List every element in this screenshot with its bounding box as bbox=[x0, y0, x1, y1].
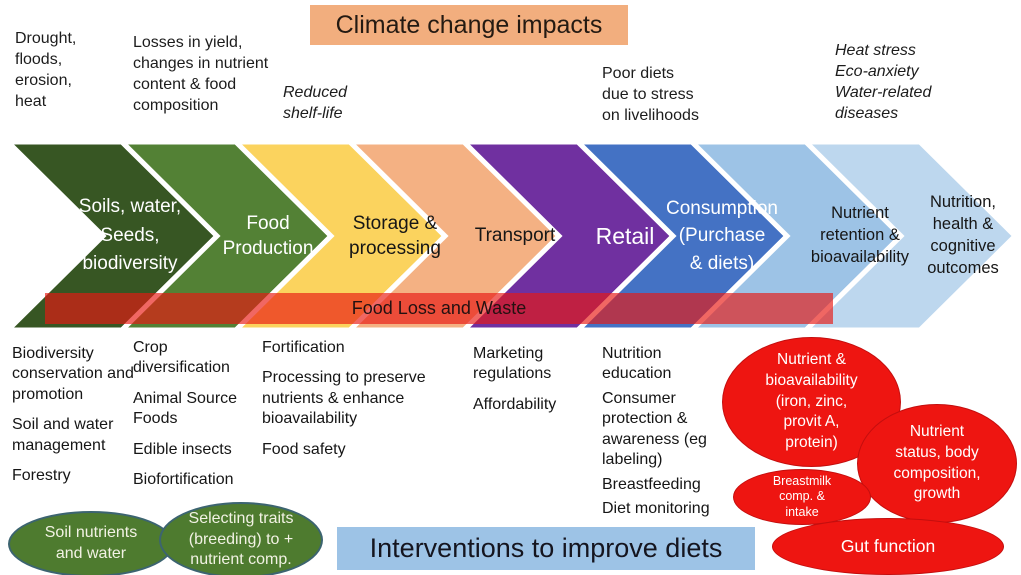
intervention-item: Animal Source Foods bbox=[133, 389, 238, 428]
red-ellipse-breastmilk: Breastmilk comp. & intake bbox=[733, 469, 871, 525]
intervention-item: Forestry bbox=[12, 467, 71, 485]
interventions-column-processing: Fortification Processing to preserve nut… bbox=[262, 338, 434, 470]
impact-note-shelf-life: Reduced shelf-life bbox=[283, 84, 348, 123]
impact-note-poor-diets: Poor diets due to stress on livelihoods bbox=[602, 65, 699, 125]
intervention-item: Food safety bbox=[262, 440, 346, 458]
supply-chain-band bbox=[2, 140, 1019, 332]
red-ellipse-nutrient-status: Nutrient status, body composition, growt… bbox=[857, 404, 1017, 523]
stage-label-soils: Soils, water, Seeds, biodiversity bbox=[78, 196, 182, 275]
intervention-item: Consumer protection & awareness (eg labe… bbox=[602, 389, 707, 469]
intervention-item: Breastfeeding bbox=[602, 475, 701, 493]
intervention-item: Nutrition education bbox=[602, 345, 672, 383]
intervention-item: Processing to preserve nutrients & enhan… bbox=[262, 369, 426, 428]
intervention-item: Crop diversification bbox=[133, 339, 230, 377]
food-loss-waste-label: Food Loss and Waste bbox=[351, 298, 527, 318]
intervention-item: Affordability bbox=[473, 395, 557, 413]
interventions-column-production: Crop diversification Animal Source Foods… bbox=[133, 338, 255, 501]
interventions-title: Interventions to improve diets bbox=[337, 527, 755, 570]
intervention-item: Edible insects bbox=[133, 440, 232, 458]
stage-label-retail: Retail bbox=[595, 222, 655, 249]
red-ellipse-gut-function: Gut function bbox=[772, 518, 1004, 575]
interventions-column-soils: Biodiversity conservation and promotion … bbox=[12, 344, 134, 497]
intervention-item: Biofortification bbox=[133, 471, 234, 489]
stage-label-consumption: Consumption (Purchase & diets) bbox=[666, 197, 778, 274]
stage-label-outcomes: Nutrition, health & cognitive outcomes bbox=[927, 193, 999, 277]
intervention-item: Fortification bbox=[262, 339, 345, 356]
food-loss-waste-band: Food Loss and Waste bbox=[45, 293, 833, 324]
climate-impacts-title-text: Climate change impacts bbox=[335, 10, 603, 39]
interventions-column-retail: Marketing regulations Affordability bbox=[473, 344, 599, 425]
stage-label-storage: Storage & processing bbox=[349, 212, 441, 259]
interventions-column-consumption: Nutrition education Consumer protection … bbox=[602, 344, 724, 524]
stage-label-transport: Transport bbox=[474, 225, 556, 247]
impact-note-drought: Drought, floods, erosion, heat bbox=[15, 30, 77, 111]
stage-chevron-outcomes bbox=[800, 140, 1019, 332]
intervention-item: Diet monitoring bbox=[602, 500, 710, 518]
impact-note-heat-stress: Heat stress Eco-anxiety Water-related di… bbox=[835, 42, 932, 123]
intervention-item: Soil and water management bbox=[12, 416, 114, 454]
intervention-item: Biodiversity conservation and promotion bbox=[12, 345, 134, 403]
impact-note-yield-losses: Losses in yield, changes in nutrient con… bbox=[133, 34, 269, 115]
interventions-title-text: Interventions to improve diets bbox=[369, 533, 723, 563]
stage-label-nutrient-retention: Nutrient retention & bioavailability bbox=[810, 204, 910, 266]
red-ellipse-nutrient-bioavailability: Nutrient & bioavailability (iron, zinc, … bbox=[722, 337, 901, 467]
intervention-item: Marketing regulations bbox=[473, 345, 552, 383]
stage-label-production: Food Production bbox=[222, 212, 314, 259]
climate-impacts-title: Climate change impacts bbox=[310, 5, 628, 45]
green-ellipse-soil-nutrients: Soil nutrients and water bbox=[8, 511, 174, 575]
green-ellipse-selecting-traits: Selecting traits (breeding) to + nutrien… bbox=[159, 502, 323, 575]
